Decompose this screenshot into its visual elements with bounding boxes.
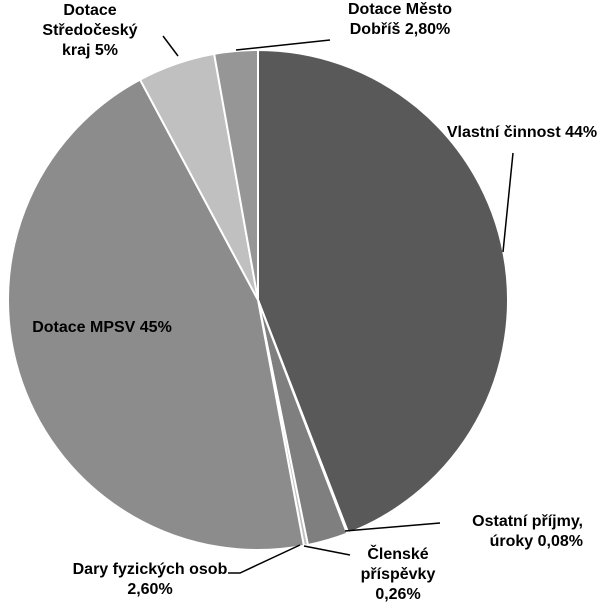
value-label: 5% <box>94 42 119 59</box>
value-label: 44% <box>565 124 598 141</box>
value-label: 0,08% <box>537 533 583 550</box>
pie-slice <box>257 48 509 535</box>
slice-label: Ostatní příjmy, úroky 0,08% <box>433 512 583 552</box>
value-label: 2,80% <box>404 21 451 38</box>
leader-line <box>235 39 331 51</box>
slice-label: Členské příspěvky 0,26% <box>348 545 448 605</box>
slice-label: Dotace MPSV 45% <box>22 318 182 338</box>
pie-slice <box>212 48 259 301</box>
category-label: Dotace Město Dobříš <box>347 1 453 38</box>
category-label: Vlastní činnost <box>446 124 561 141</box>
value-label: 45% <box>139 319 172 336</box>
slice-label: Vlastní činnost 44% <box>437 123 607 143</box>
category-label: Dotace MPSV <box>32 319 136 336</box>
leader-line <box>303 545 351 556</box>
value-label: 2,60% <box>127 581 173 598</box>
leader-line <box>228 544 301 574</box>
value-label: 0,26% <box>375 586 421 603</box>
category-label: Ostatní příjmy, úroky <box>472 513 583 550</box>
slice-label: Dary fyzických osob 2,60% <box>70 560 230 600</box>
leader-line <box>502 152 514 253</box>
pie-slice <box>7 78 306 551</box>
leader-line <box>162 35 179 57</box>
slice-label: Dotace Středočeský kraj 5% <box>35 1 145 61</box>
leader-line <box>344 522 441 532</box>
category-label: Dary fyzických osob <box>72 561 228 578</box>
category-label: Dotace Středočeský kraj <box>42 2 138 59</box>
category-label: Členské příspěvky <box>360 546 436 583</box>
leader-lines <box>162 35 514 574</box>
slice-label: Dotace Město Dobříš 2,80% <box>325 0 475 40</box>
